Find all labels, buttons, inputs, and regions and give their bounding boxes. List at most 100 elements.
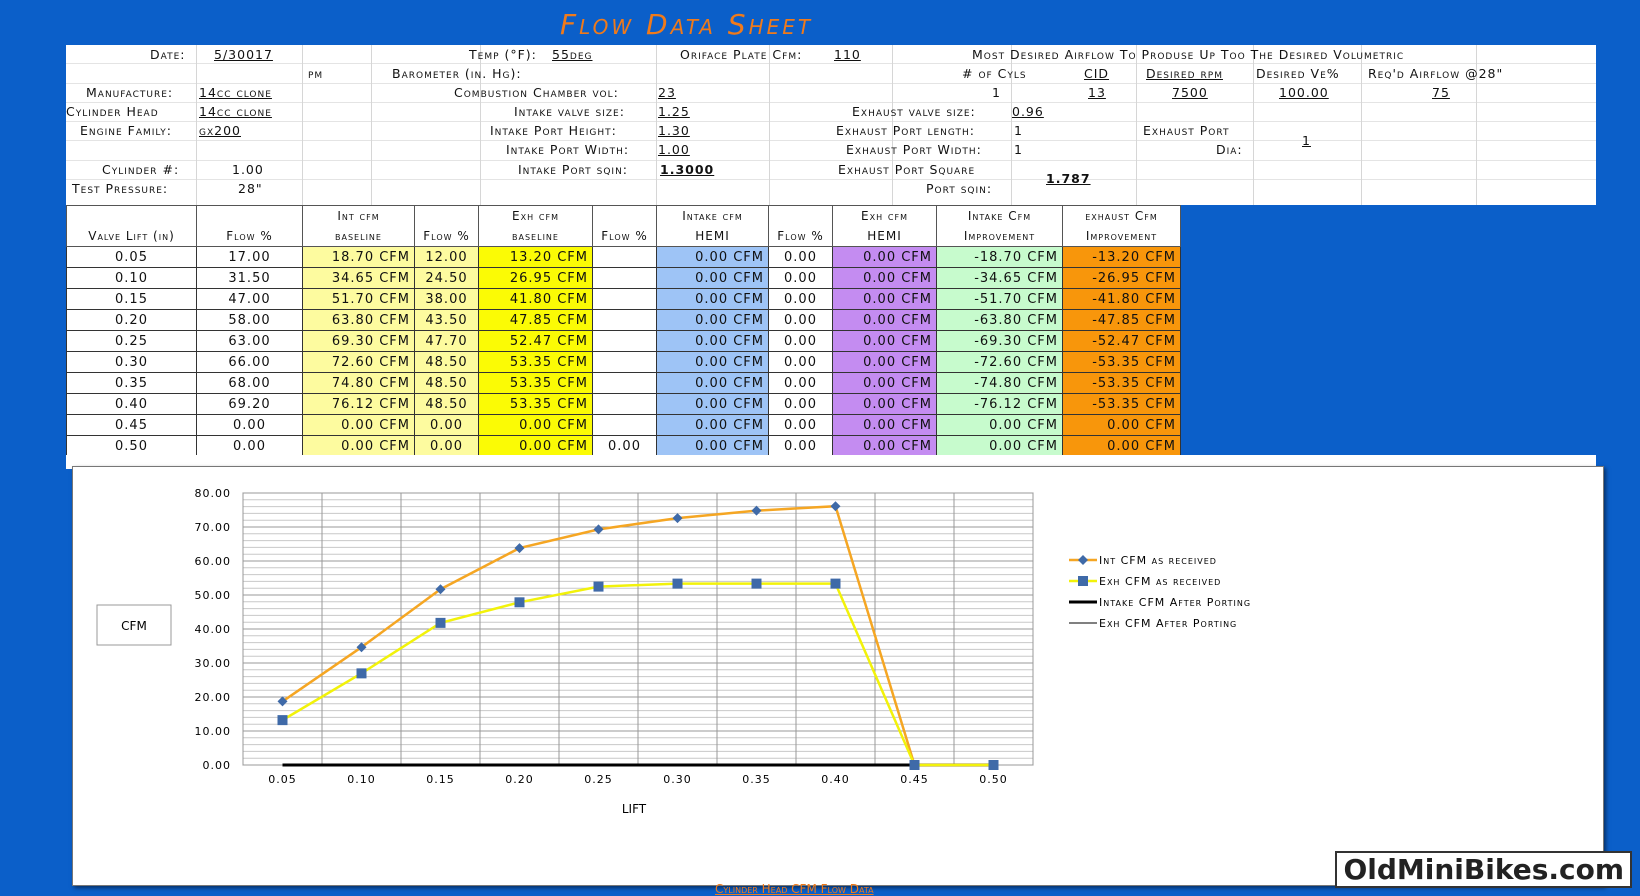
table-cell[interactable]: -72.60 CFM [936, 351, 1063, 373]
table-cell[interactable]: 53.35 CFM [478, 372, 593, 394]
intake-height-value[interactable]: 1.30 [658, 123, 690, 138]
table-cell[interactable]: 41.80 CFM [478, 288, 593, 310]
table-cell[interactable]: 47.70 [414, 330, 479, 352]
manufacture-value[interactable]: 14cc clone [199, 85, 272, 100]
table-cell[interactable]: 51.70 CFM [302, 288, 415, 310]
table-cell[interactable]: 0.00 CFM [832, 246, 937, 268]
table-cell[interactable]: 0.00 CFM [656, 288, 769, 310]
table-cell[interactable]: 0.00 [768, 435, 833, 457]
exhaust-size-value[interactable]: 0.96 [1012, 104, 1044, 119]
table-cell[interactable]: 24.50 [414, 267, 479, 289]
table-cell[interactable]: 52.47 CFM [478, 330, 593, 352]
table-cell[interactable]: 0.00 [196, 435, 303, 457]
cid-value[interactable]: 13 [1088, 85, 1106, 100]
reqd-value[interactable]: 75 [1432, 85, 1450, 100]
table-cell[interactable]: 0.45 [66, 414, 197, 436]
table-cell[interactable]: 0.00 [768, 288, 833, 310]
table-cell[interactable]: 0.00 CFM [832, 372, 937, 394]
chamber-value[interactable]: 23 [658, 85, 676, 100]
table-cell[interactable]: -34.65 CFM [936, 267, 1063, 289]
table-cell[interactable]: 0.00 CFM [832, 330, 937, 352]
table-cell[interactable]: -52.47 CFM [1062, 330, 1181, 352]
table-cell[interactable]: 0.00 [592, 435, 657, 457]
exhaust-length-value[interactable]: 1 [1014, 123, 1023, 138]
table-cell[interactable]: 0.00 CFM [1062, 414, 1181, 436]
table-cell[interactable] [592, 288, 657, 310]
table-cell[interactable]: 0.10 [66, 267, 197, 289]
table-cell[interactable]: 0.00 [768, 372, 833, 394]
test-pressure-value[interactable]: 28" [238, 181, 263, 196]
table-cell[interactable]: 0.00 CFM [832, 351, 937, 373]
table-cell[interactable]: 0.00 CFM [478, 414, 593, 436]
table-cell[interactable] [592, 330, 657, 352]
table-cell[interactable] [592, 414, 657, 436]
table-cell[interactable]: 0.20 [66, 309, 197, 331]
table-cell[interactable]: -53.35 CFM [1062, 372, 1181, 394]
rpm-value[interactable]: 7500 [1172, 85, 1208, 100]
table-cell[interactable]: -69.30 CFM [936, 330, 1063, 352]
table-cell[interactable]: 72.60 CFM [302, 351, 415, 373]
table-cell[interactable]: 68.00 [196, 372, 303, 394]
table-cell[interactable]: 76.12 CFM [302, 393, 415, 415]
table-cell[interactable]: 47.00 [196, 288, 303, 310]
table-cell[interactable]: 0.00 CFM [832, 414, 937, 436]
table-cell[interactable]: 0.35 [66, 372, 197, 394]
table-cell[interactable]: 0.00 CFM [656, 351, 769, 373]
table-cell[interactable]: 74.80 CFM [302, 372, 415, 394]
table-cell[interactable]: -76.12 CFM [936, 393, 1063, 415]
table-cell[interactable]: 0.00 CFM [656, 267, 769, 289]
table-cell[interactable] [592, 267, 657, 289]
table-cell[interactable]: 0.00 [768, 330, 833, 352]
table-cell[interactable]: 0.00 CFM [656, 435, 769, 457]
table-cell[interactable]: 0.25 [66, 330, 197, 352]
table-cell[interactable]: 0.00 [768, 393, 833, 415]
table-cell[interactable]: 0.00 CFM [936, 414, 1063, 436]
table-cell[interactable]: 0.40 [66, 393, 197, 415]
table-cell[interactable]: 0.00 CFM [302, 435, 415, 457]
table-cell[interactable]: 63.80 CFM [302, 309, 415, 331]
table-cell[interactable]: 31.50 [196, 267, 303, 289]
table-cell[interactable]: 0.00 CFM [656, 309, 769, 331]
table-cell[interactable]: -51.70 CFM [936, 288, 1063, 310]
table-cell[interactable]: 48.50 [414, 393, 479, 415]
ve-value[interactable]: 100.00 [1279, 85, 1329, 100]
table-cell[interactable]: 69.30 CFM [302, 330, 415, 352]
table-cell[interactable]: 47.85 CFM [478, 309, 593, 331]
table-cell[interactable]: 53.35 CFM [478, 351, 593, 373]
table-cell[interactable]: 0.00 [768, 414, 833, 436]
table-cell[interactable] [592, 372, 657, 394]
table-cell[interactable]: 0.00 [196, 414, 303, 436]
table-cell[interactable]: 38.00 [414, 288, 479, 310]
table-cell[interactable]: 0.00 CFM [656, 372, 769, 394]
dia-value[interactable]: 1 [1302, 133, 1311, 148]
cylinder-value[interactable]: 1.00 [232, 162, 264, 177]
table-cell[interactable]: 0.00 CFM [478, 435, 593, 457]
table-cell[interactable]: 0.00 CFM [656, 414, 769, 436]
table-cell[interactable]: 0.00 CFM [832, 393, 937, 415]
intake-width-value[interactable]: 1.00 [658, 142, 690, 157]
table-cell[interactable]: -41.80 CFM [1062, 288, 1181, 310]
table-cell[interactable]: 0.00 [414, 435, 479, 457]
table-cell[interactable] [592, 393, 657, 415]
table-cell[interactable]: 12.00 [414, 246, 479, 268]
table-cell[interactable]: 0.00 [768, 267, 833, 289]
table-cell[interactable]: 53.35 CFM [478, 393, 593, 415]
table-cell[interactable]: 17.00 [196, 246, 303, 268]
intake-size-value[interactable]: 1.25 [658, 104, 690, 119]
table-cell[interactable] [592, 246, 657, 268]
table-cell[interactable]: 18.70 CFM [302, 246, 415, 268]
table-cell[interactable]: 0.00 [414, 414, 479, 436]
table-cell[interactable]: -18.70 CFM [936, 246, 1063, 268]
table-cell[interactable]: 0.00 [768, 351, 833, 373]
table-cell[interactable]: -26.95 CFM [1062, 267, 1181, 289]
table-cell[interactable]: 13.20 CFM [478, 246, 593, 268]
cyls-value[interactable]: 1 [992, 85, 1001, 100]
table-cell[interactable]: 63.00 [196, 330, 303, 352]
family-value[interactable]: gx200 [199, 123, 241, 138]
table-cell[interactable] [592, 309, 657, 331]
table-cell[interactable]: 0.00 [768, 309, 833, 331]
table-cell[interactable]: 0.05 [66, 246, 197, 268]
table-cell[interactable]: -63.80 CFM [936, 309, 1063, 331]
table-cell[interactable]: 0.00 CFM [302, 414, 415, 436]
table-cell[interactable]: 69.20 [196, 393, 303, 415]
